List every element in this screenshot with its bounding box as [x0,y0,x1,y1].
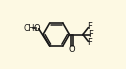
Text: F: F [87,38,92,47]
Text: O: O [69,45,75,54]
Text: O: O [34,24,40,33]
Text: F: F [87,22,92,31]
Text: F: F [88,30,93,39]
Text: CH₃: CH₃ [24,24,38,33]
